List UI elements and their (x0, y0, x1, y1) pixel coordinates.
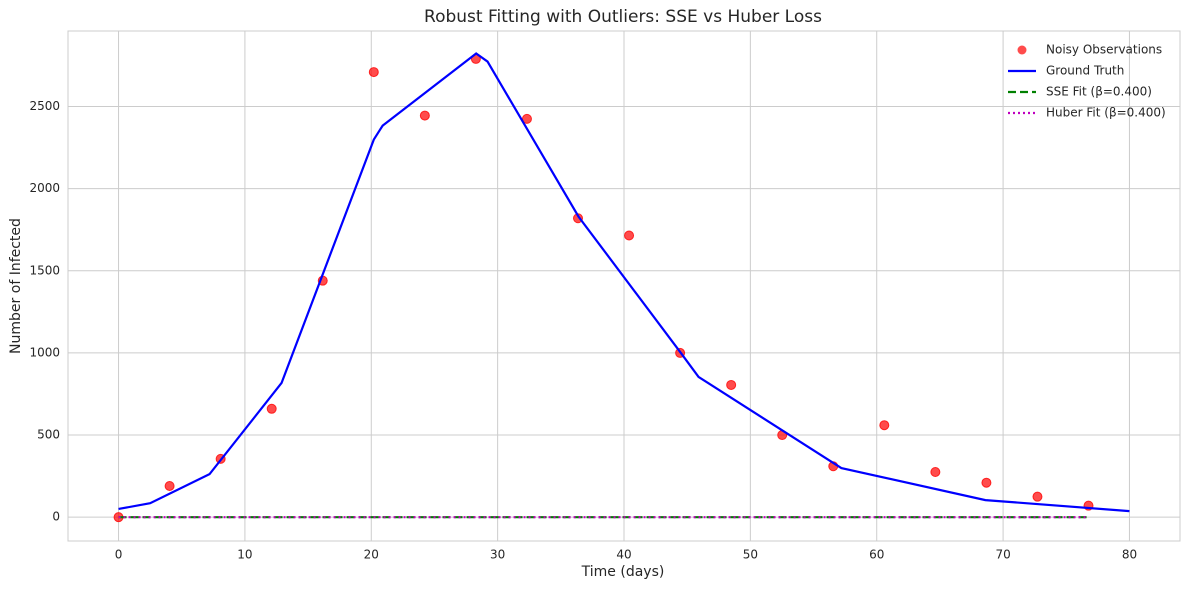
x-tick-label: 60 (869, 548, 884, 562)
y-tick-label: 2000 (29, 181, 60, 195)
data-point (1032, 491, 1043, 502)
data-point (879, 420, 890, 431)
y-tick-label: 1000 (29, 345, 60, 359)
y-tick-label: 1500 (29, 263, 60, 277)
data-point (930, 467, 941, 478)
x-tick-label: 80 (1122, 548, 1137, 562)
x-tick-label: 50 (743, 548, 758, 562)
y-tick-label: 0 (52, 510, 60, 524)
x-tick-label: 20 (364, 548, 379, 562)
data-point (419, 110, 430, 121)
series-line (118, 52, 1130, 513)
data-point (164, 480, 175, 491)
data-point (981, 477, 992, 488)
legend-label: SSE Fit (β=0.400) (1046, 85, 1152, 99)
legend-label: Huber Fit (β=0.400) (1046, 106, 1166, 120)
x-axis-label: Time (days) (581, 564, 665, 580)
data-point (624, 230, 635, 241)
x-tick-label: 30 (490, 548, 505, 562)
data-point (368, 67, 379, 78)
legend-label: Ground Truth (1046, 64, 1124, 78)
data-point (521, 113, 532, 124)
x-tick-label: 70 (995, 548, 1010, 562)
x-tick-label: 40 (616, 548, 631, 562)
y-axis-label: Number of Infected (8, 218, 24, 354)
x-tick-label: 0 (115, 548, 123, 562)
y-tick-label: 500 (37, 428, 60, 442)
legend-label: Noisy Observations (1046, 43, 1162, 57)
data-point (266, 403, 277, 414)
legend-marker (1017, 45, 1027, 55)
y-tick-label: 2500 (29, 99, 60, 113)
chart-title: Robust Fitting with Outliers: SSE vs Hub… (424, 7, 822, 27)
x-tick-label: 10 (237, 548, 252, 562)
data-point (726, 379, 737, 390)
